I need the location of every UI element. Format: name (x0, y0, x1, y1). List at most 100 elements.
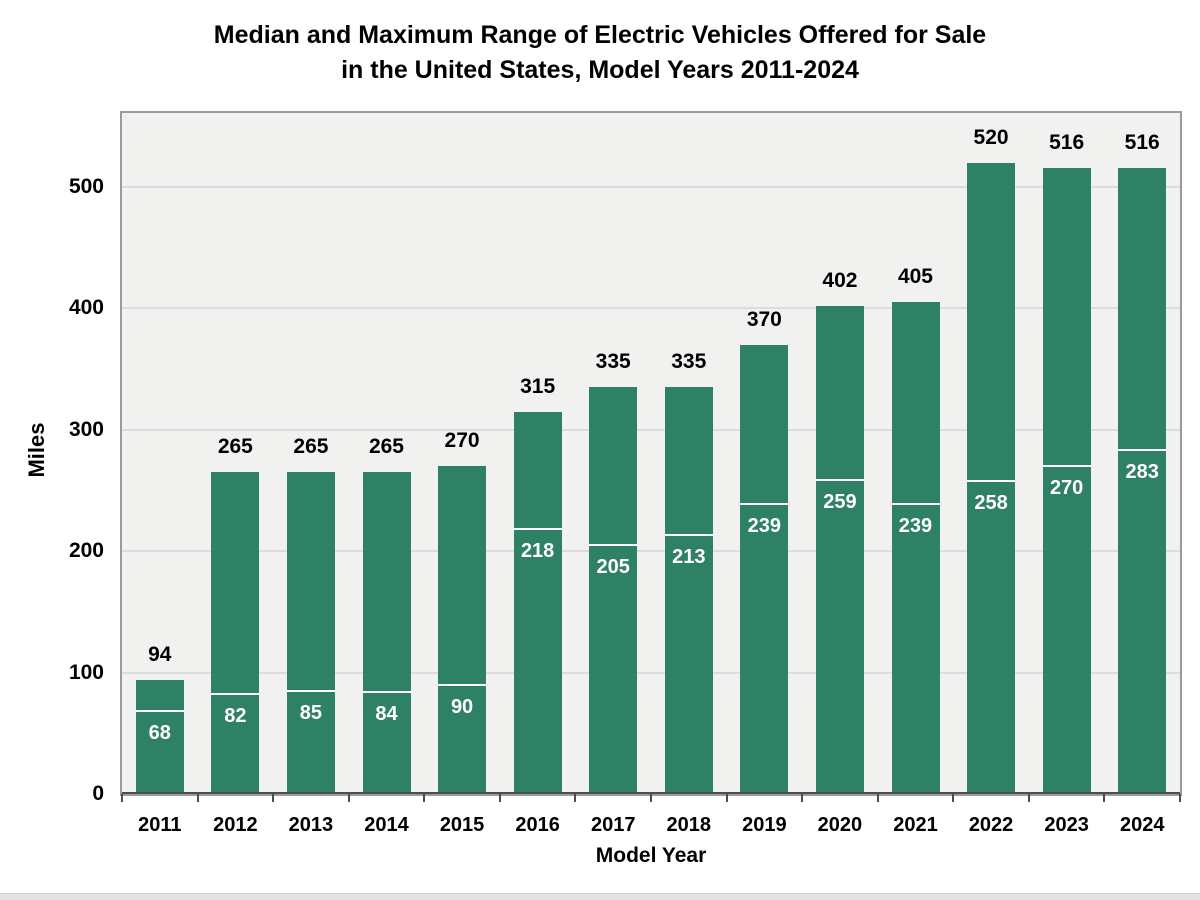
y-tick-label-500: 500 (68, 175, 104, 199)
max-value-label-2024: 516 (1124, 130, 1160, 154)
y-tick-label-300: 300 (68, 417, 104, 441)
median-line-2022 (967, 479, 1016, 482)
bar-2024 (1118, 167, 1167, 794)
gridline-200 (122, 550, 1180, 553)
x-tick-label-2014: 2014 (364, 814, 409, 836)
max-value-label-2011: 94 (148, 642, 172, 666)
chart-title-line1: Median and Maximum Range of Electric Veh… (213, 21, 987, 49)
x-axis-line (122, 792, 1180, 794)
bar-2022 (967, 162, 1016, 794)
max-value-label-2017: 335 (595, 350, 631, 374)
plot-area: 94 68 265 82 265 85 265 84 270 90 315 218 335 205 335 2… (120, 111, 1182, 802)
gridline-100 (122, 671, 1180, 674)
max-value-label-2015: 270 (444, 429, 480, 453)
median-value-label-2023: 270 (1049, 477, 1084, 500)
median-value-label-2016: 218 (520, 540, 555, 563)
x-tick-label-2019: 2019 (742, 814, 787, 836)
bar-2017 (589, 387, 638, 794)
median-value-label-2024: 283 (1125, 461, 1159, 484)
bar-2016 (513, 411, 562, 794)
median-value-label-2019: 239 (747, 514, 782, 537)
x-tick-label-2018: 2018 (666, 814, 712, 836)
chart-title-line2: in the United States, Model Years 2011-2… (341, 56, 859, 84)
x-axis-tick (1103, 794, 1106, 802)
bar-2020 (815, 306, 864, 794)
median-value-label-2011: 68 (148, 722, 171, 745)
median-line-2013 (286, 689, 335, 692)
median-line-2016 (513, 528, 562, 531)
max-value-label-2019: 370 (746, 307, 782, 331)
median-value-label-2012: 82 (224, 705, 247, 728)
x-axis-tick (498, 794, 501, 802)
bottom-edge-strip (0, 893, 1200, 900)
bar-2023 (1042, 167, 1091, 794)
bar-2013 (286, 472, 335, 794)
x-axis-tick (574, 794, 577, 802)
median-line-2020 (815, 478, 864, 481)
x-tick-label-2017: 2017 (590, 814, 636, 836)
x-axis-tick (650, 794, 652, 802)
median-line-2015 (438, 683, 487, 686)
x-tick-label-2020: 2020 (817, 814, 863, 836)
bar-2012 (211, 472, 260, 794)
bar-2018 (664, 387, 713, 794)
median-value-label-2018: 213 (672, 546, 706, 569)
median-line-2014 (362, 691, 411, 694)
median-line-2017 (589, 544, 638, 547)
max-value-label-2018: 335 (671, 350, 707, 374)
max-value-label-2023: 516 (1049, 130, 1085, 154)
bar-2021 (891, 302, 940, 794)
y-tick-label-400: 400 (68, 296, 104, 320)
max-value-label-2016: 315 (520, 374, 556, 398)
x-axis-tick (725, 794, 728, 802)
median-value-label-2022: 258 (974, 491, 1008, 514)
max-value-label-2020: 402 (822, 269, 858, 292)
x-tick-label-2011: 2011 (138, 814, 182, 836)
median-line-2012 (211, 693, 260, 696)
x-axis-tick (272, 794, 275, 802)
median-line-2021 (891, 502, 940, 505)
bar-2015 (438, 466, 487, 794)
x-axis-tick (347, 794, 350, 802)
x-axis-title: Model Year (595, 844, 707, 867)
gridline-500 (122, 186, 1180, 189)
x-tick-label-2023: 2023 (1044, 814, 1089, 836)
median-line-2018 (664, 534, 713, 537)
median-value-label-2014: 84 (375, 703, 398, 726)
max-value-label-2021: 405 (897, 265, 933, 289)
median-value-label-2021: 239 (898, 514, 933, 537)
median-line-2011 (135, 710, 184, 713)
bar-2011 (135, 679, 184, 794)
max-value-label-2012: 265 (217, 435, 253, 459)
median-value-label-2015: 90 (450, 695, 474, 718)
median-value-label-2020: 259 (823, 490, 857, 513)
median-line-2023 (1042, 465, 1091, 468)
x-axis-tick (423, 794, 426, 802)
bar-2014 (362, 472, 411, 794)
max-value-label-2013: 265 (293, 435, 329, 459)
x-tick-label-2021: 2021 (893, 814, 938, 836)
x-tick-label-2022: 2022 (968, 814, 1014, 836)
y-tick-label-0: 0 (92, 782, 104, 805)
x-axis-tick (801, 794, 804, 802)
x-tick-label-2016: 2016 (515, 814, 560, 836)
x-tick-label-2012: 2012 (213, 814, 258, 836)
bar-2019 (740, 344, 789, 794)
x-tick-label-2013: 2013 (288, 814, 334, 836)
x-axis-tick (876, 794, 879, 802)
x-axis-tick (196, 794, 199, 802)
median-line-2019 (740, 502, 789, 505)
x-axis-tick (1027, 794, 1030, 802)
gridline-300 (122, 428, 1180, 431)
y-tick-label-100: 100 (68, 660, 104, 684)
x-axis-tick (952, 794, 955, 802)
x-tick-label-2015: 2015 (439, 814, 485, 836)
max-value-label-2014: 265 (368, 435, 404, 459)
x-axis-tick (121, 794, 123, 802)
median-value-label-2013: 85 (299, 701, 323, 724)
y-tick-label-200: 200 (68, 539, 104, 563)
gridline-400 (122, 307, 1180, 310)
x-axis-tick (1179, 794, 1181, 802)
max-value-label-2022: 520 (973, 125, 1009, 149)
